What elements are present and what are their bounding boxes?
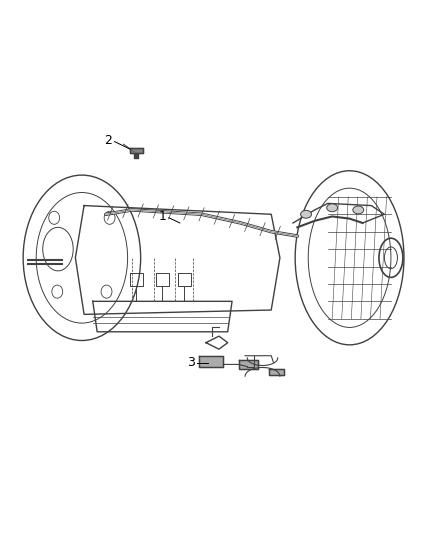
Text: 1: 1 (159, 210, 166, 223)
Text: 3: 3 (187, 356, 194, 369)
Text: 2: 2 (104, 134, 112, 147)
Ellipse shape (300, 211, 311, 218)
Ellipse shape (327, 204, 338, 212)
Ellipse shape (353, 206, 364, 214)
